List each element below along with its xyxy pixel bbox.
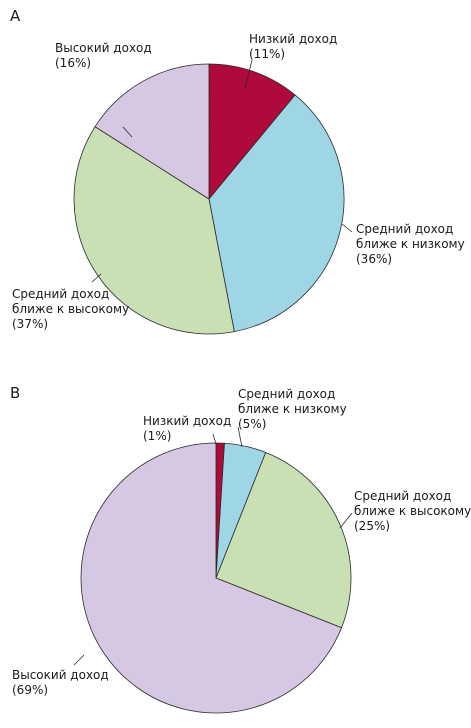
pie-b-label-1-line-1: ближе к низкому (238, 402, 347, 416)
pie-a-label-1: Средний доход ближе к низкому (36%) (356, 222, 465, 266)
pie-a-label-1-line-1: ближе к низкому (356, 237, 465, 251)
pie-b-label-2-line-1: ближе к высокому (354, 504, 471, 518)
pie-b-label-2: Средний доход ближе к высокому (25%) (354, 489, 471, 533)
pie-b-leader-1 (237, 426, 243, 448)
pie-b-label-1: Средний доход ближе к низкому (5%) (238, 387, 347, 431)
pie-b-label-2-line-2: (25%) (354, 519, 390, 533)
pie-chart-a: Низкий доход (11%)Средний доход ближе к ни… (12, 32, 465, 335)
pie-a-label-1-line-2: (36%) (356, 252, 392, 266)
pie-a-label-0-line-1: (11%) (249, 47, 285, 61)
pie-a-label-2-line-1: ближе к высокому (12, 302, 129, 316)
pie-a-label-0-line-0: Низкий доход (249, 32, 337, 46)
pie-b-label-1-line-2: (5%) (238, 417, 266, 431)
pie-a-label-3-line-0: Высокий доход (55, 41, 152, 55)
pie-b-label-1-line-0: Средний доход (238, 387, 335, 401)
pie-a-slice-0 (208, 63, 296, 201)
pie-a-leader-1 (341, 223, 353, 233)
pie-b-label-3: Высокий доход (69%) (12, 668, 109, 697)
pie-b-label-0-line-1: (1%) (143, 429, 171, 443)
pie-a-label-3: Высокий доход (16%) (55, 41, 152, 70)
pie-a-label-2: Средний доход ближе к высокому (37%) (12, 287, 129, 331)
pie-a-label-1-line-0: Средний доход (356, 222, 453, 236)
pie-a-leader-0 (244, 59, 253, 89)
pie-a-label-2-line-0: Средний доход (12, 287, 109, 301)
pie-b-label-3-line-0: Высокий доход (12, 668, 109, 682)
panel-letter-b: B (10, 384, 20, 402)
pie-b-label-0: Низкий доход (1%) (143, 414, 231, 443)
pie-a-slice-2 (73, 126, 235, 335)
pie-b-slice-3 (80, 442, 343, 714)
pie-b-label-0-line-0: Низкий доход (143, 414, 231, 428)
pie-a-leader-3 (122, 126, 133, 138)
pie-a-slice-1 (208, 94, 345, 333)
panel-letter-a: A (10, 7, 21, 25)
pie-a-slice-3 (94, 63, 210, 200)
pie-b-label-2-line-0: Средний доход (354, 489, 451, 503)
pie-a-label-0: Низкий доход (11%) (249, 32, 337, 61)
pie-b-leader-0 (212, 433, 217, 445)
pie-chart-b: Низкий доход (1%)Средний доход ближе к низ… (12, 387, 471, 714)
pie-b-slice-2 (215, 451, 352, 629)
pie-b-leader-3 (73, 654, 85, 666)
pie-a-leader-2 (91, 273, 102, 283)
pie-a-label-2-line-2: (37%) (12, 317, 48, 331)
pie-b-leader-2 (339, 512, 353, 529)
pie-b-label-3-line-1: (69%) (12, 683, 48, 697)
pie-a-label-3-line-1: (16%) (55, 56, 91, 70)
